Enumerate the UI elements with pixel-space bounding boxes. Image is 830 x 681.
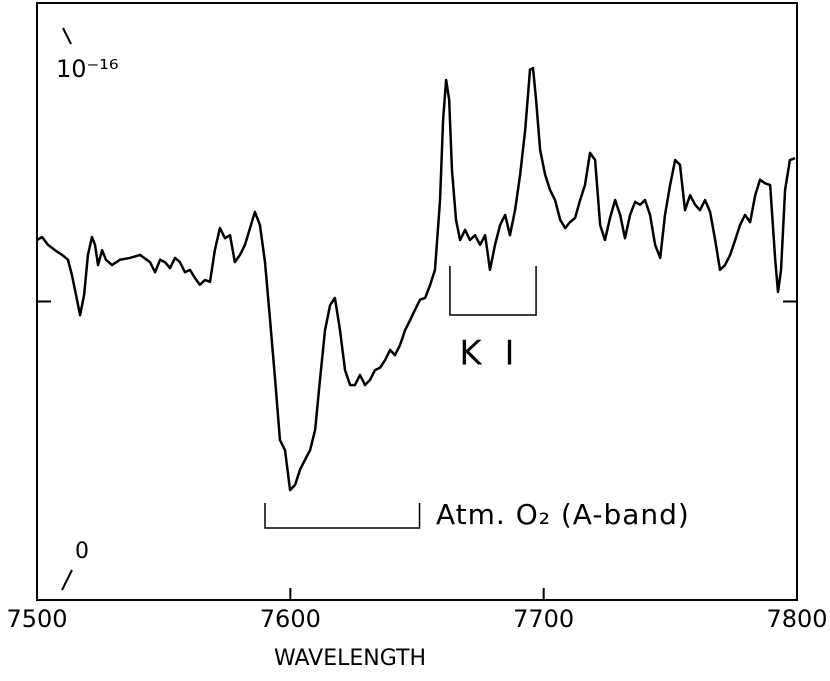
spectrum-line [36,66,796,492]
y-tick-label: 0 [75,539,89,564]
annotation-bracket [449,266,537,316]
annotation-label: K I [459,334,520,374]
x-tick-label: 7600 [260,605,321,633]
annotation-label: Atm. O₂ (A-band) [436,498,690,531]
x-tick-label: 7700 [513,605,574,633]
y-tick-leader [62,27,72,45]
x-axis-label: WAVELENGTH [274,646,426,671]
y-tick-leader [61,569,73,591]
x-tick-label: 7800 [766,605,827,633]
x-tick-label: 7500 [6,605,67,633]
annotation-bracket [264,503,421,529]
y-tick-label: 10⁻¹⁶ [56,55,118,83]
